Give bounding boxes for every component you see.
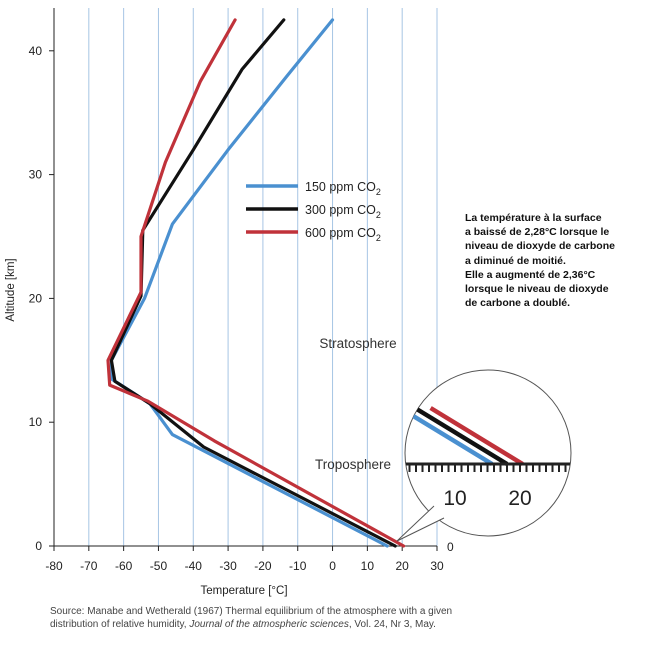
inset-label-10: 10 xyxy=(443,487,466,510)
note-line: a diminué de moitié. xyxy=(465,254,566,267)
note-line: niveau de dioxyde de carbone xyxy=(465,240,615,253)
x-tick-label: -70 xyxy=(80,559,98,573)
source-line-2: distribution of relative humidity, Journ… xyxy=(50,618,650,631)
x-tick-label: -20 xyxy=(254,559,272,573)
x-tick-label: 20 xyxy=(396,559,410,573)
source-line-1: Source: Manabe and Wetherald (1967) Ther… xyxy=(50,606,453,617)
x-tick-label: 30 xyxy=(430,559,444,573)
source-line-2-prefix: distribution of relative humidity, xyxy=(50,619,190,630)
inset-series-line-2 xyxy=(413,406,509,466)
x-axis-title: Temperature [°C] xyxy=(200,585,287,597)
source-line-2-suffix: , Vol. 24, Nr 3, May. xyxy=(348,619,436,630)
x-tick-label: 0 xyxy=(329,559,336,573)
stratosphere-label: Stratosphere xyxy=(319,336,396,351)
x-tick-label: -60 xyxy=(115,559,133,573)
x-tick-label: 10 xyxy=(361,559,375,573)
inset-zero-label: 0 xyxy=(447,540,454,554)
inset-pointer xyxy=(396,505,445,542)
note-line: La température à la surface xyxy=(465,212,602,224)
inset-series-line-3 xyxy=(429,406,524,466)
surface-temperature-note: La température à la surface a baissé de … xyxy=(465,211,625,310)
note-line: Elle a augmenté de 2,36°C xyxy=(465,268,596,281)
x-tick-label: -40 xyxy=(185,559,203,573)
legend-label: 600 ppm CO2 xyxy=(305,226,381,243)
inset-series-line-1 xyxy=(405,406,494,466)
note-line: de carbone a doublé. xyxy=(465,297,571,310)
x-tick-label: -10 xyxy=(289,559,307,573)
inset-label-20: 20 xyxy=(508,487,531,510)
journal-name: Journal of the atmospheric sciences xyxy=(189,619,349,630)
magnifier-inset: 10 20 0 xyxy=(396,369,572,554)
x-tick-label: -30 xyxy=(219,559,237,573)
legend-label: 150 ppm CO2 xyxy=(305,180,381,197)
axes: -80 -70 -60 -50 -40 -30 -20 -10 0 10 20 30 0 10 20 30 40 xyxy=(29,8,444,573)
series-group xyxy=(106,18,406,548)
y-tick-label: 20 xyxy=(29,291,43,305)
grid-lines xyxy=(88,8,438,546)
series-line-3 xyxy=(106,18,406,548)
legend-label: 300 ppm CO2 xyxy=(305,203,381,220)
y-tick-label: 30 xyxy=(29,168,43,182)
series-line-2 xyxy=(109,18,397,548)
series-line-1 xyxy=(109,18,389,548)
x-tick-label: -50 xyxy=(150,559,168,573)
troposphere-label: Troposphere xyxy=(315,457,391,472)
legend: 150 ppm CO2 300 ppm CO2 600 ppm CO2 xyxy=(246,180,381,243)
x-tick-label: -80 xyxy=(45,559,63,573)
source-citation: Source: Manabe and Wetherald (1967) Ther… xyxy=(50,605,650,631)
y-tick-label: 0 xyxy=(35,539,42,553)
y-axis-title: Altitude [km] xyxy=(5,258,17,321)
y-tick-label: 40 xyxy=(29,44,43,58)
note-line: a baissé de 2,28°C lorsque le xyxy=(465,226,610,239)
inset-content xyxy=(405,406,571,472)
y-tick-label: 10 xyxy=(29,415,43,429)
note-line: lorsque le niveau de dioxyde xyxy=(465,283,609,296)
